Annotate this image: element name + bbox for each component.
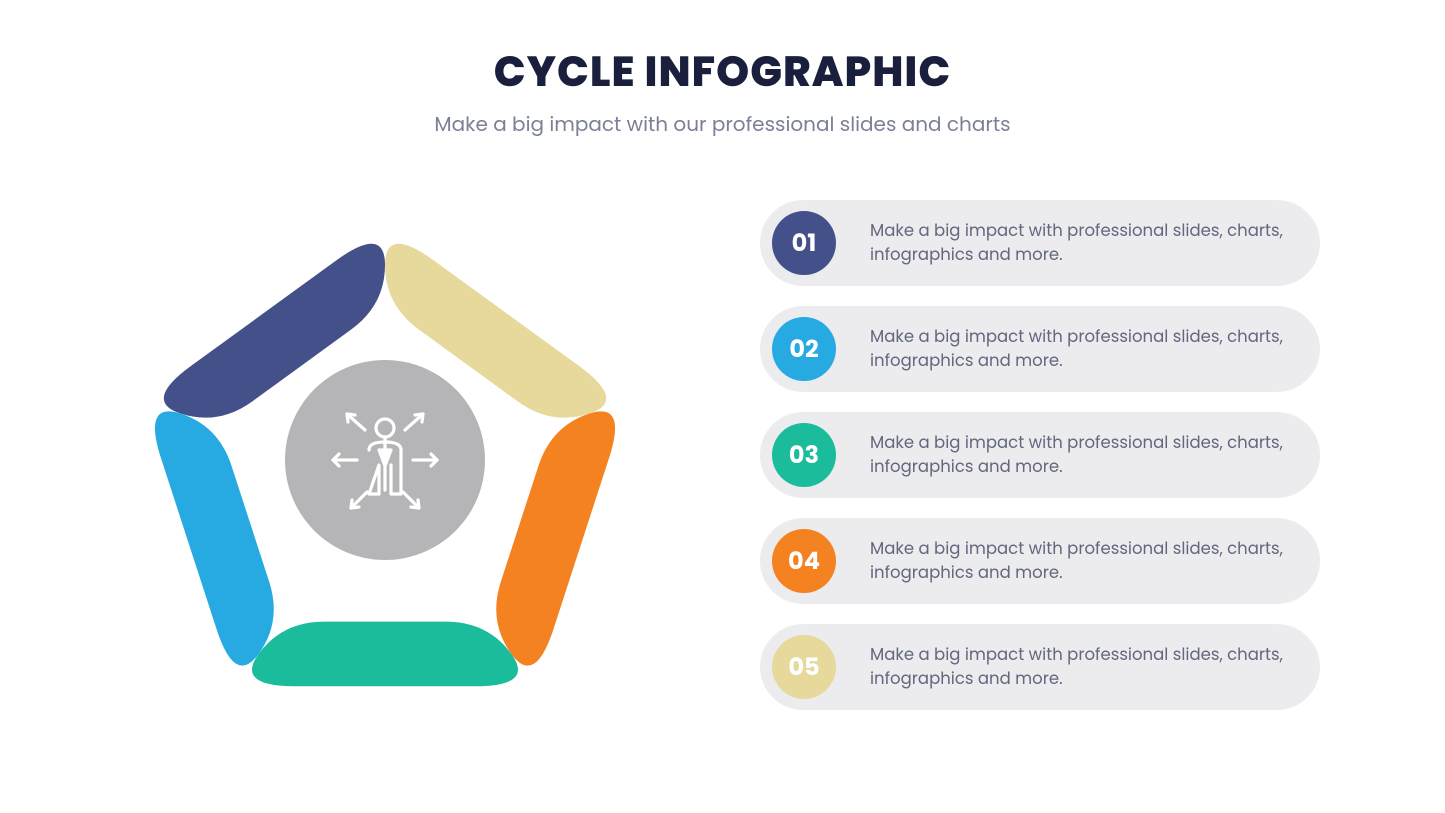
segment-left (155, 411, 274, 665)
item-number: 05 (788, 650, 819, 685)
page-subtitle: Make a big impact with our professional … (0, 109, 1445, 139)
item-text: Make a big impact with professional slid… (870, 325, 1290, 373)
item-number: 03 (789, 438, 819, 473)
item-number: 01 (792, 226, 817, 261)
pentagon-cycle-diagram (105, 190, 665, 730)
item-text: Make a big impact with professional slid… (870, 219, 1290, 267)
slide-root: CYCLE INFOGRAPHIC Make a big impact with… (0, 0, 1445, 813)
item-text: Make a big impact with professional slid… (870, 431, 1290, 479)
item-badge: 05 (772, 635, 836, 699)
item-text: Make a big impact with professional slid… (870, 537, 1290, 585)
item-badge: 03 (772, 423, 836, 487)
center-circle (285, 360, 485, 560)
page-title: CYCLE INFOGRAPHIC (0, 40, 1445, 103)
item-list: 01 Make a big impact with professional s… (760, 200, 1330, 730)
item-badge: 04 (772, 529, 836, 593)
person-arrows-icon (315, 390, 455, 530)
header: CYCLE INFOGRAPHIC Make a big impact with… (0, 40, 1445, 139)
item-badge: 02 (772, 317, 836, 381)
segment-right (496, 411, 615, 665)
list-item: 05 Make a big impact with professional s… (760, 624, 1320, 710)
content-area: 01 Make a big impact with professional s… (0, 190, 1445, 750)
list-item: 03 Make a big impact with professional s… (760, 412, 1320, 498)
item-number: 04 (788, 544, 820, 579)
list-item: 02 Make a big impact with professional s… (760, 306, 1320, 392)
list-item: 01 Make a big impact with professional s… (760, 200, 1320, 286)
list-item: 04 Make a big impact with professional s… (760, 518, 1320, 604)
segment-bottom (252, 622, 518, 687)
item-number: 02 (789, 332, 818, 367)
item-badge: 01 (772, 211, 836, 275)
item-text: Make a big impact with professional slid… (870, 643, 1290, 691)
